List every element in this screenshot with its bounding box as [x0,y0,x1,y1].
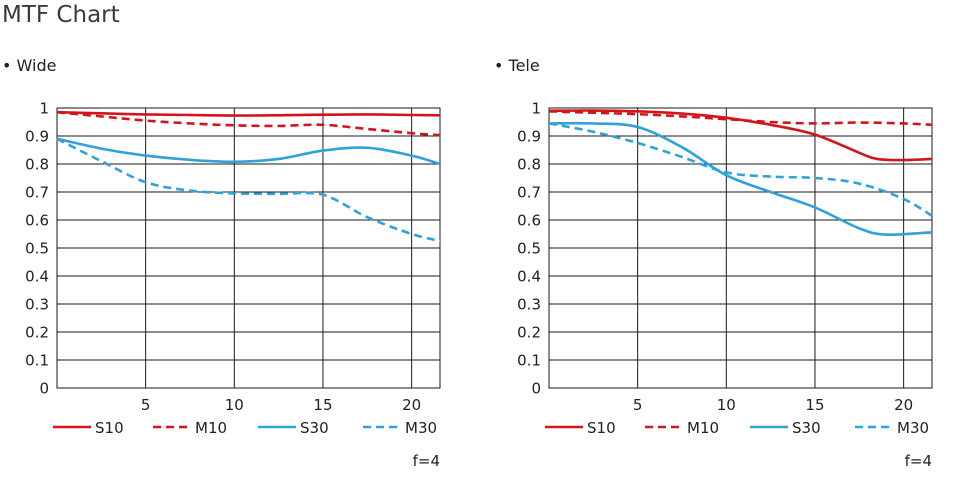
x-tick-label: 5 [633,396,643,414]
chart-subtitle-wide: • Wide [2,56,56,75]
legend-label-s30: S30 [792,419,821,437]
y-tick-label: 0.8 [517,156,541,174]
y-tick-label: 0.7 [25,184,49,202]
legend-label-s10: S10 [95,419,124,437]
x-tick-label: 15 [805,396,824,414]
y-tick-label: 0.9 [517,128,541,146]
chart-subtitle-tele: • Tele [494,56,540,75]
legend-label-m10: M10 [195,419,227,437]
aperture-note: f=4 [905,452,932,470]
y-tick-label: 0.6 [25,212,49,230]
y-tick-label: 0.2 [25,324,49,342]
legend-label-m10: M10 [687,419,719,437]
y-tick-label: 0.1 [517,352,541,370]
y-tick-label: 0.5 [517,240,541,258]
y-tick-label: 0.4 [25,268,49,286]
y-tick-label: 1 [531,100,541,118]
series-line-m30 [549,123,932,215]
x-tick-label: 20 [402,396,421,414]
y-tick-label: 0.4 [517,268,541,286]
y-tick-label: 0.6 [517,212,541,230]
y-tick-label: 0.3 [517,296,541,314]
page-title: MTF Chart [2,2,120,28]
x-tick-label: 15 [313,396,332,414]
y-tick-label: 0.2 [517,324,541,342]
y-tick-label: 0.5 [25,240,49,258]
x-tick-label: 10 [225,396,244,414]
y-tick-label: 0.7 [517,184,541,202]
legend-label-m30: M30 [405,419,437,437]
y-tick-label: 1 [39,100,49,118]
legend-label-s30: S30 [300,419,329,437]
series-line-m30 [57,139,440,241]
aperture-note: f=4 [413,452,440,470]
y-tick-label: 0.3 [25,296,49,314]
y-tick-label: 0.8 [25,156,49,174]
series-line-s30 [57,139,440,164]
x-tick-label: 20 [894,396,913,414]
legend-label-m30: M30 [897,419,929,437]
x-tick-label: 10 [717,396,736,414]
series-line-s30 [549,123,932,235]
series-line-s10 [57,112,440,115]
y-tick-label: 0 [39,380,49,398]
legend-label-s10: S10 [587,419,616,437]
y-tick-label: 0.1 [25,352,49,370]
y-tick-label: 0 [531,380,541,398]
x-tick-label: 5 [141,396,151,414]
y-tick-label: 0.9 [25,128,49,146]
